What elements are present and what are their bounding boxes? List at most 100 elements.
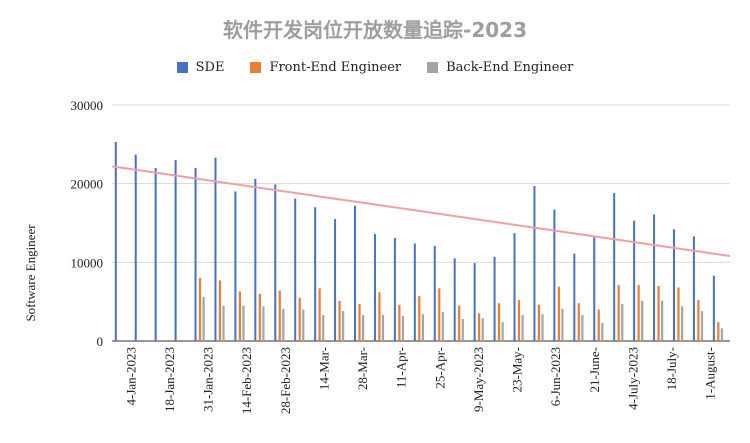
bar-back-end-engineer — [322, 315, 325, 341]
x-tick-label: 21-June- — [587, 347, 602, 393]
bar-sde — [234, 191, 237, 341]
bar-back-end-engineer — [501, 322, 504, 341]
x-tick-label: 14-Mar- — [316, 347, 331, 390]
bar-front-end-engineer — [418, 296, 421, 341]
bar-back-end-engineer — [282, 308, 285, 341]
bar-back-end-engineer — [521, 315, 524, 341]
bar-back-end-engineer — [401, 315, 405, 341]
bar-sde — [114, 141, 117, 341]
y-tick-label: 20000 — [71, 177, 104, 192]
bar-sde — [354, 205, 357, 341]
legend-swatch-sde — [176, 62, 188, 73]
x-tick-label: 4-Jan-2023 — [123, 347, 138, 406]
bar-front-end-engineer — [637, 285, 640, 341]
bar-sde — [712, 275, 715, 341]
y-axis-ticks: 0 10000 20000 30000 — [71, 98, 104, 349]
bar-back-end-engineer — [700, 311, 704, 341]
bar-sde — [533, 186, 536, 341]
bar-back-end-engineer — [641, 300, 644, 341]
bar-back-end-engineer — [361, 315, 365, 341]
legend-swatch-back-end — [427, 62, 439, 73]
bar-sde — [553, 209, 556, 341]
x-tick-label: 1-August- — [703, 347, 718, 400]
bar-back-end-engineer — [621, 304, 624, 341]
bar-back-end-engineer — [202, 296, 205, 341]
x-tick-label: 23-May- — [510, 347, 525, 393]
bar-front-end-engineer — [517, 300, 521, 341]
legend-swatch-front-end — [250, 62, 262, 73]
x-tick-label: 14-Feb-2023 — [239, 347, 254, 414]
bar-back-end-engineer — [302, 309, 305, 341]
bar-front-end-engineer — [657, 285, 660, 341]
bar-front-end-engineer — [338, 300, 341, 341]
bar-front-end-engineer — [577, 303, 580, 341]
bar-front-end-engineer — [218, 280, 222, 341]
x-tick-label: 6-Jun-2023 — [548, 347, 563, 406]
bar-front-end-engineer — [537, 304, 541, 341]
bar-front-end-engineer — [717, 322, 720, 341]
bar-sde — [254, 178, 257, 341]
chart-title: 软件开发岗位开放数量追踪-2023 — [223, 18, 527, 42]
bar-back-end-engineer — [541, 314, 544, 341]
bar-sde — [573, 253, 576, 341]
x-tick-label: 11-Apr- — [394, 347, 409, 388]
y-tick-label: 0 — [97, 334, 104, 349]
bar-back-end-engineer — [342, 311, 345, 341]
bar-back-end-engineer — [481, 318, 484, 341]
legend-item-front-end: Front-End Engineer — [250, 60, 401, 75]
bar-sde — [593, 236, 596, 341]
bar-sde — [413, 243, 416, 341]
bar-back-end-engineer — [262, 306, 265, 341]
legend-item-back-end: Back-End Engineer — [427, 60, 573, 75]
bar-front-end-engineer — [697, 300, 700, 341]
bar-back-end-engineer — [242, 305, 245, 341]
bar-front-end-engineer — [458, 305, 461, 341]
bar-back-end-engineer — [441, 311, 444, 341]
legend-label-sde: SDE — [195, 60, 225, 75]
bar-back-end-engineer — [421, 314, 424, 341]
trendline-group — [111, 165, 731, 258]
bar-sde — [214, 157, 217, 341]
bar-sde — [314, 207, 317, 341]
x-tick-label: 25-Apr- — [432, 347, 447, 389]
bar-sde — [613, 193, 616, 341]
bar-front-end-engineer — [278, 290, 281, 341]
bar-front-end-engineer — [258, 293, 261, 341]
bar-back-end-engineer — [381, 315, 385, 341]
bar-sde — [373, 234, 376, 341]
bar-sde — [473, 263, 476, 341]
bar-sde — [672, 229, 675, 341]
bar-sde — [493, 256, 496, 341]
bar-sde — [692, 236, 695, 341]
legend-label-back-end: Back-End Engineer — [446, 60, 574, 75]
bar-sde — [633, 220, 636, 341]
bar-sde — [653, 214, 656, 341]
bar-sde — [393, 237, 396, 341]
bar-back-end-engineer — [581, 315, 584, 341]
bar-back-end-engineer — [601, 322, 604, 341]
bar-front-end-engineer — [617, 285, 620, 341]
bar-sde — [274, 184, 277, 341]
bar-front-end-engineer — [398, 304, 401, 341]
x-tick-label: 28-Feb-2023 — [278, 347, 293, 414]
legend-label-front-end: Front-End Engineer — [269, 60, 402, 75]
x-tick-label: 28-Mar- — [355, 347, 370, 390]
bar-back-end-engineer — [222, 305, 225, 341]
trendline — [111, 165, 731, 258]
bar-front-end-engineer — [597, 309, 600, 341]
y-tick-label: 10000 — [71, 255, 104, 270]
bar-sde — [453, 258, 456, 341]
x-tick-label: 9-May-2023 — [471, 347, 486, 412]
bar-sde — [433, 245, 436, 341]
bar-back-end-engineer — [461, 318, 464, 341]
bar-sde — [174, 160, 177, 341]
bar-front-end-engineer — [438, 288, 441, 341]
bar-front-end-engineer — [198, 278, 202, 341]
bar-sde — [134, 154, 137, 341]
bar-front-end-engineer — [238, 291, 241, 341]
bar-back-end-engineer — [720, 328, 724, 341]
legend: SDE Front-End Engineer Back-End Engineer — [0, 60, 750, 75]
bar-front-end-engineer — [497, 303, 501, 341]
x-tick-label: 18-Jan-2023 — [162, 347, 177, 412]
